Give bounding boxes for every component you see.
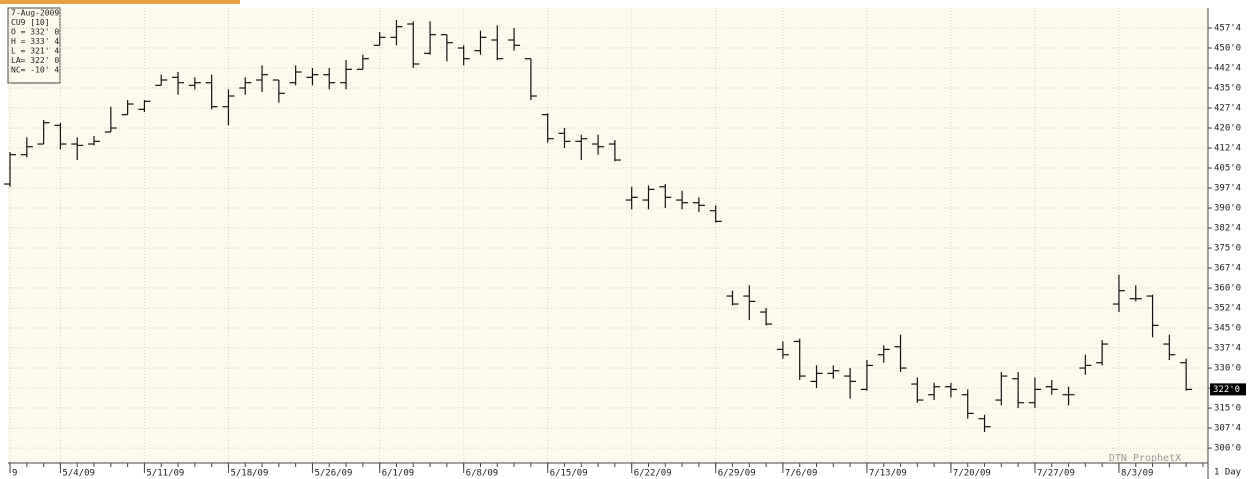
y-tick-label: 382'4 — [1214, 224, 1241, 234]
y-tick-label: 450'0 — [1214, 44, 1241, 54]
x-tick-label: 8/3/09 — [1121, 469, 1154, 479]
x-tick-label: 6/22/09 — [634, 469, 672, 479]
y-tick-label: 360'0 — [1214, 284, 1241, 294]
info-line: O = 332' 0 — [11, 28, 59, 37]
x-tick-label: 6/29/09 — [718, 469, 756, 479]
info-line: H = 333' 4 — [11, 37, 59, 46]
info-line: L = 321' 4 — [11, 47, 59, 56]
x-tick-label: 7/27/09 — [1037, 469, 1075, 479]
y-tick-label: 337'4 — [1214, 344, 1241, 354]
y-tick-label: 307'4 — [1214, 424, 1241, 434]
x-tick-label: 9 — [12, 469, 17, 479]
y-tick-label: 352'4 — [1214, 304, 1241, 314]
info-box — [7, 7, 61, 84]
info-line: 7-Aug-2009 — [11, 9, 59, 18]
interval-label: 1 Day — [1214, 468, 1242, 478]
watermark: DTN ProphetX — [1109, 453, 1181, 464]
x-tick-label: 7/13/09 — [869, 469, 907, 479]
y-tick-label: 315'0 — [1214, 404, 1241, 414]
x-tick-label: 6/8/09 — [466, 469, 499, 479]
y-tick-label: 442'4 — [1214, 64, 1241, 74]
y-tick-label: 300'0 — [1214, 444, 1241, 454]
y-tick-label: 367'4 — [1214, 264, 1241, 274]
y-tick-label: 330'0 — [1214, 364, 1241, 374]
plot-area — [8, 8, 1208, 463]
y-tick-label: 427'4 — [1214, 104, 1241, 114]
y-tick-label: 345'0 — [1214, 324, 1241, 334]
last-price-label: 322'0 — [1213, 385, 1240, 395]
x-tick-label: 5/26/09 — [314, 469, 352, 479]
y-tick-label: 412'4 — [1214, 144, 1241, 154]
x-tick-label: 5/18/09 — [230, 469, 268, 479]
x-tick-label: 7/6/09 — [785, 469, 818, 479]
x-tick-label: 6/15/09 — [550, 469, 588, 479]
last-price-box — [1210, 383, 1246, 396]
y-tick-label: 435'0 — [1214, 84, 1241, 94]
x-tick-label: 7/20/09 — [953, 469, 991, 479]
x-tick-label: 6/1/09 — [382, 469, 415, 479]
x-tick-label: 5/11/09 — [146, 469, 184, 479]
y-tick-label: 390'0 — [1214, 204, 1241, 214]
y-tick-label: 405'0 — [1214, 164, 1241, 174]
y-tick-label: 420'0 — [1214, 124, 1241, 134]
x-tick-label: 5/4/09 — [62, 469, 95, 479]
info-line: CU9 [10] — [11, 18, 50, 27]
header-strip — [0, 0, 240, 4]
y-tick-label: 375'0 — [1214, 244, 1241, 254]
y-tick-label: 397'4 — [1214, 184, 1241, 194]
info-line: NC= -10' 4 — [11, 66, 59, 75]
info-line: LA= 322' 0 — [11, 56, 59, 65]
y-tick-label: 457'4 — [1214, 24, 1241, 34]
